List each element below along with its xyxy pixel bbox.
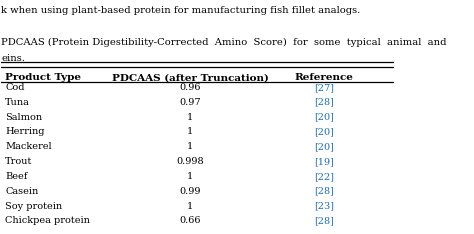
Text: [20]: [20]: [314, 127, 334, 136]
Text: Beef: Beef: [5, 172, 27, 181]
Text: [28]: [28]: [314, 187, 334, 196]
Text: Chickpea protein: Chickpea protein: [5, 216, 90, 225]
Text: [28]: [28]: [314, 216, 334, 225]
Text: 1: 1: [187, 127, 193, 136]
Text: Reference: Reference: [294, 73, 353, 82]
Text: 0.97: 0.97: [179, 98, 201, 107]
Text: Soy protein: Soy protein: [5, 202, 63, 211]
Text: eins.: eins.: [1, 54, 25, 63]
Text: Herring: Herring: [5, 127, 45, 136]
Text: Product Type: Product Type: [5, 73, 82, 82]
Text: [28]: [28]: [314, 98, 334, 107]
Text: Tuna: Tuna: [5, 98, 30, 107]
Text: 0.96: 0.96: [179, 83, 201, 92]
Text: Casein: Casein: [5, 187, 38, 196]
Text: 1: 1: [187, 202, 193, 211]
Text: Salmon: Salmon: [5, 113, 43, 122]
Text: [19]: [19]: [314, 157, 334, 166]
Text: PDCAAS (Protein Digestibility-Corrected  Amino  Score)  for  some  typical  anim: PDCAAS (Protein Digestibility-Corrected …: [1, 38, 447, 47]
Text: Mackerel: Mackerel: [5, 142, 52, 151]
Text: [20]: [20]: [314, 113, 334, 122]
Text: PDCAAS (after Truncation): PDCAAS (after Truncation): [111, 73, 268, 82]
Text: 0.998: 0.998: [176, 157, 204, 166]
Text: [23]: [23]: [314, 202, 334, 211]
Text: k when using plant-based protein for manufacturing fish fillet analogs.: k when using plant-based protein for man…: [1, 6, 361, 15]
Text: 1: 1: [187, 172, 193, 181]
Text: [27]: [27]: [314, 83, 334, 92]
Text: 1: 1: [187, 113, 193, 122]
Text: 1: 1: [187, 142, 193, 151]
Text: [22]: [22]: [314, 172, 334, 181]
Text: 0.66: 0.66: [179, 216, 201, 225]
Text: Cod: Cod: [5, 83, 25, 92]
Text: [20]: [20]: [314, 142, 334, 151]
Text: 0.99: 0.99: [179, 187, 201, 196]
Text: Trout: Trout: [5, 157, 33, 166]
